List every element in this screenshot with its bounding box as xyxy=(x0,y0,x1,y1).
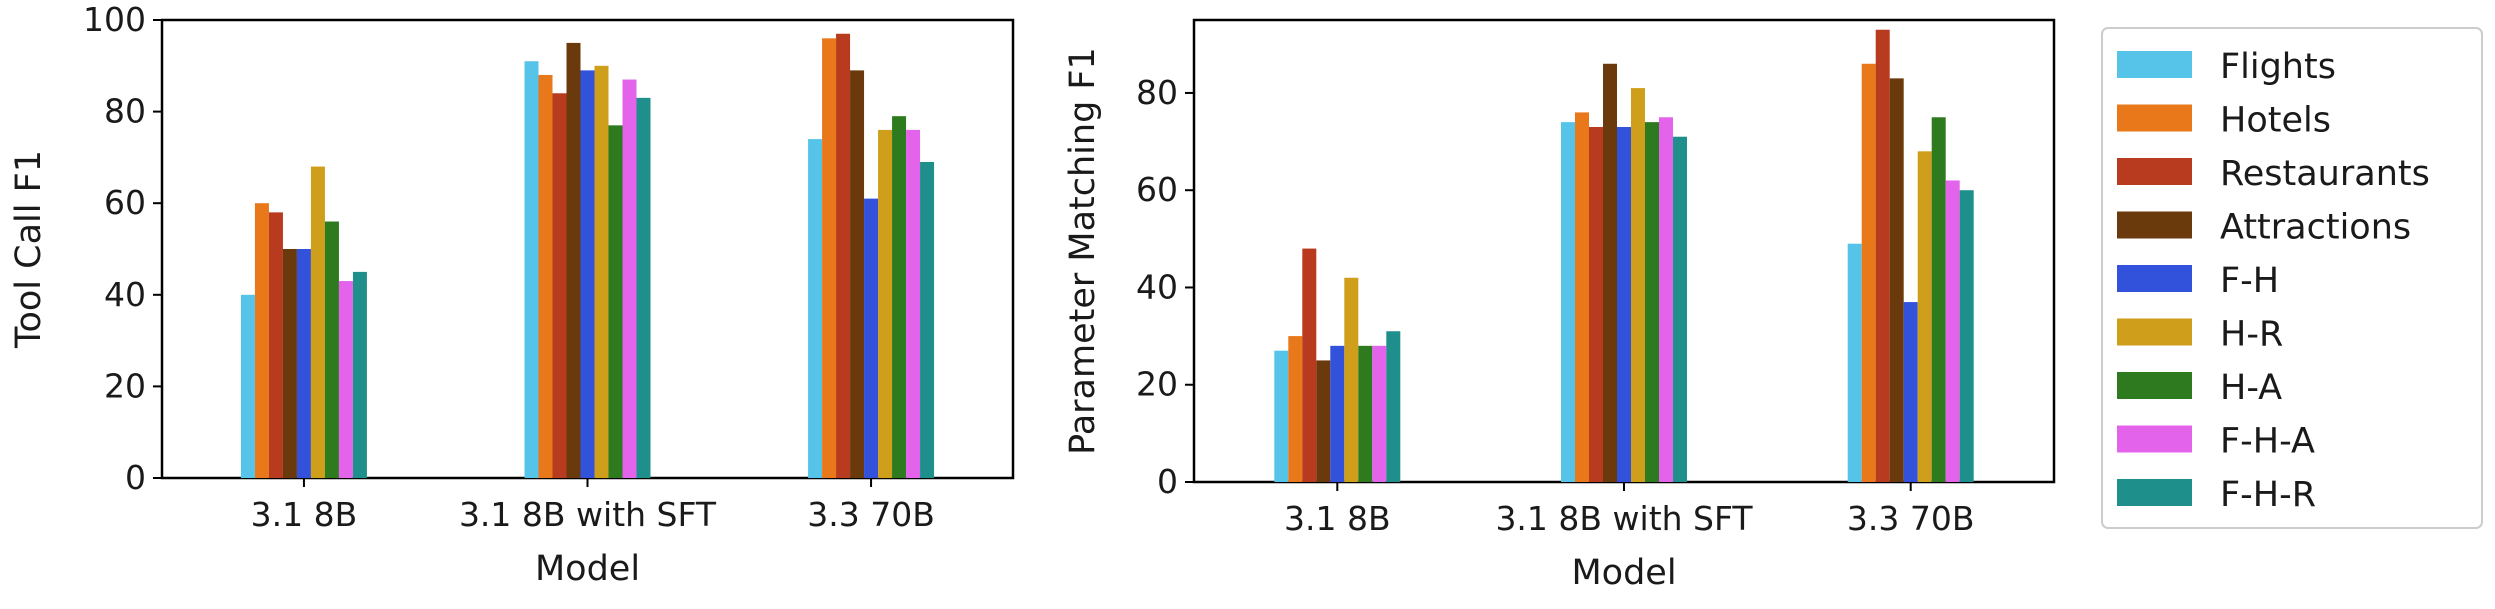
bar-attractions-1 xyxy=(566,42,581,479)
bar-h-a-2 xyxy=(892,116,907,479)
bar-f-h-a-1 xyxy=(1659,117,1673,483)
bar-f-h-a-2 xyxy=(906,129,921,479)
legend-swatch xyxy=(2117,211,2192,239)
y-axis-label: Parameter Matching F1 xyxy=(1063,47,1103,455)
x-tick-label: 3.1 8B with SFT xyxy=(1495,499,1753,538)
bar-attractions-2 xyxy=(850,70,865,478)
bar-f-h-r-2 xyxy=(920,161,935,479)
bar-f-h-r-0 xyxy=(352,271,367,478)
bar-hotels-2 xyxy=(1861,63,1876,482)
y-tick-label: 60 xyxy=(104,183,146,222)
bar-restaurants-0 xyxy=(1302,248,1317,482)
legend-swatch xyxy=(2117,318,2192,346)
bar-flights-2 xyxy=(808,139,823,478)
y-tick-label: 0 xyxy=(125,458,146,497)
legend-swatch xyxy=(2117,158,2192,185)
bar-h-r-0 xyxy=(310,166,325,478)
bar-flights-1 xyxy=(1561,122,1575,482)
bar-hotels-1 xyxy=(538,74,553,479)
legend-box xyxy=(2101,27,2483,529)
x-tick-label: 3.1 8B xyxy=(1284,499,1391,538)
y-tick-label: 20 xyxy=(1136,365,1178,404)
legend-label: H-A xyxy=(2220,368,2282,408)
y-tick-label: 40 xyxy=(1136,267,1178,306)
bar-h-a-1 xyxy=(1645,122,1659,482)
bar-flights-0 xyxy=(240,294,255,478)
bar-f-h-a-1 xyxy=(622,79,637,478)
legend-label: F-H-A xyxy=(2220,422,2315,462)
bar-h-a-1 xyxy=(608,125,623,478)
bar-f-h-2 xyxy=(1903,302,1918,482)
bar-h-r-1 xyxy=(1631,88,1645,482)
bar-h-r-1 xyxy=(594,65,609,479)
legend-label: Restaurants xyxy=(2220,154,2430,194)
legend-swatch xyxy=(2117,479,2192,506)
bar-f-h-a-2 xyxy=(1945,180,1960,483)
y-tick-label: 80 xyxy=(104,92,146,131)
bar-h-a-0 xyxy=(1358,345,1373,482)
y-tick-label: 40 xyxy=(104,275,146,314)
legend: Flights Hotels Restaurants Attractions F-H H-… xyxy=(2101,27,2483,529)
bar-hotels-1 xyxy=(1575,112,1589,483)
bar-h-r-0 xyxy=(1344,277,1359,482)
y-tick-label: 0 xyxy=(1157,462,1178,501)
bar-flights-2 xyxy=(1847,243,1862,482)
bar-h-r-2 xyxy=(1917,151,1932,482)
bar-restaurants-0 xyxy=(268,212,283,479)
legend-swatch xyxy=(2117,265,2192,292)
bar-f-h-1 xyxy=(580,70,595,478)
legend-swatch xyxy=(2117,104,2192,132)
bar-attractions-1 xyxy=(1603,63,1617,482)
legend-label: Hotels xyxy=(2220,101,2331,141)
x-axis-label: Model xyxy=(535,549,640,589)
bar-f-h-1 xyxy=(1617,126,1631,482)
bar-f-h-0 xyxy=(296,249,311,478)
legend-swatch xyxy=(2117,425,2192,453)
bar-restaurants-2 xyxy=(1875,29,1890,482)
bar-attractions-0 xyxy=(282,249,297,478)
bar-flights-0 xyxy=(1274,350,1289,482)
bar-f-h-r-2 xyxy=(1959,190,1974,483)
legend-label: F-H xyxy=(2220,261,2279,301)
bar-f-h-a-0 xyxy=(338,281,353,478)
bar-f-h-0 xyxy=(1330,345,1345,482)
bar-h-r-2 xyxy=(878,129,893,479)
bar-restaurants-1 xyxy=(1589,126,1603,482)
y-axis-label: Tool Call F1 xyxy=(9,150,49,349)
x-tick-label: 3.3 70B xyxy=(807,495,935,534)
y-tick-label: 60 xyxy=(1136,170,1178,209)
bar-restaurants-2 xyxy=(836,33,851,479)
parameter-matching-chart: 0 20 40 60 80 3.1 8B 3.1 8B with SFT 3.3 70B Mod… xyxy=(1063,18,2056,593)
x-tick-label: 3.1 8B xyxy=(251,495,358,534)
bar-restaurants-1 xyxy=(552,93,567,478)
legend-swatch xyxy=(2117,372,2192,399)
x-tick-label: 3.3 70B xyxy=(1847,499,1975,538)
legend-swatch xyxy=(2117,51,2192,78)
bar-f-h-2 xyxy=(864,198,879,478)
x-axis-label: Model xyxy=(1571,553,1676,593)
bar-h-a-2 xyxy=(1931,117,1946,483)
legend-label: F-H-R xyxy=(2220,475,2316,515)
y-tick-label: 80 xyxy=(1136,73,1178,112)
x-tick-label: 3.1 8B with SFT xyxy=(459,495,717,534)
bar-attractions-2 xyxy=(1889,78,1904,482)
bar-f-h-r-1 xyxy=(636,97,651,479)
y-tick-label: 100 xyxy=(83,0,146,39)
legend-label: Attractions xyxy=(2220,208,2411,248)
bar-f-h-r-1 xyxy=(1673,136,1687,482)
legend-label: Flights xyxy=(2220,47,2336,87)
bar-hotels-0 xyxy=(254,203,269,478)
bar-h-a-0 xyxy=(324,221,339,478)
bar-f-h-r-0 xyxy=(1386,331,1401,482)
tool-call-chart: 0 20 40 60 80 100 3.1 8B 3.1 8B with SFT 3.3 70B… xyxy=(9,0,1015,589)
bar-f-h-a-0 xyxy=(1372,345,1387,482)
bar-attractions-0 xyxy=(1316,360,1331,482)
y-tick-label: 20 xyxy=(104,366,146,405)
bar-hotels-2 xyxy=(822,38,837,478)
bar-flights-1 xyxy=(524,61,539,478)
legend-label: H-R xyxy=(2220,315,2283,355)
bar-hotels-0 xyxy=(1288,336,1303,482)
